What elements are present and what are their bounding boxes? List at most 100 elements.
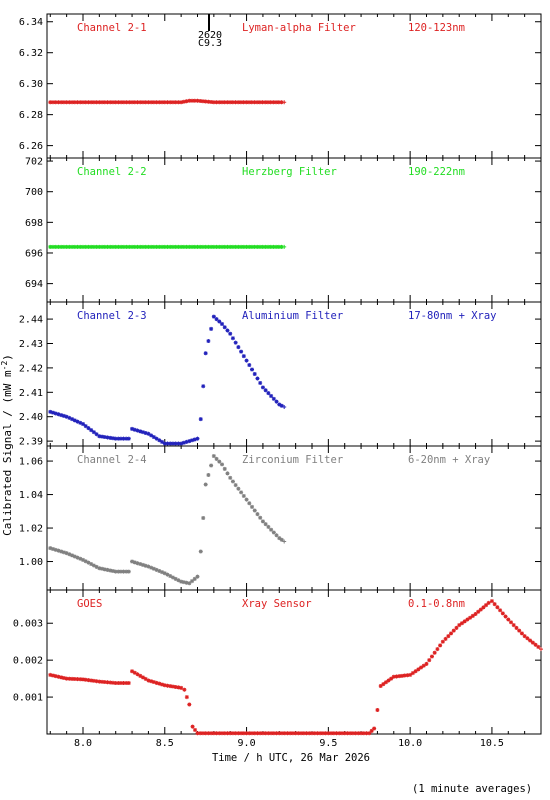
data-point [56, 244, 61, 249]
data-point [75, 419, 80, 424]
data-point [449, 631, 454, 636]
data-point [50, 244, 55, 249]
data-point [170, 100, 175, 105]
data-point [263, 522, 268, 527]
data-point [247, 100, 252, 105]
data-point [70, 417, 75, 422]
data-point [154, 436, 159, 441]
data-point [108, 435, 113, 440]
data-point [157, 569, 162, 574]
data-point [230, 100, 235, 105]
data-point [138, 429, 143, 434]
data-point [536, 644, 541, 649]
data-point [378, 684, 383, 688]
data-point [91, 244, 96, 249]
data-point [121, 244, 126, 249]
data-point [359, 731, 364, 736]
data-point [250, 367, 255, 372]
data-point [135, 672, 140, 677]
data-point [299, 731, 304, 736]
data-point [217, 244, 222, 249]
y-tick-label: 2.43 [19, 339, 43, 350]
data-point [514, 625, 519, 630]
data-point [258, 515, 263, 520]
data-point [266, 244, 271, 249]
data-point [108, 100, 113, 105]
data-point [451, 628, 456, 633]
panel-frame [46, 589, 542, 735]
panel-frame [46, 445, 542, 591]
data-point [465, 617, 470, 622]
data-point [59, 549, 64, 554]
panel-label-left: Channel 2-2 [77, 166, 147, 178]
data-point [105, 435, 110, 440]
data-point [86, 100, 91, 105]
data-point [53, 244, 58, 249]
data-point [222, 100, 227, 105]
data-point [176, 244, 181, 249]
data-point [151, 244, 156, 249]
data-point [143, 100, 148, 105]
data-point [110, 680, 115, 685]
data-point [274, 731, 279, 736]
data-point [225, 471, 230, 476]
data-point [119, 100, 124, 105]
data-point [266, 391, 271, 396]
data-point [274, 399, 279, 404]
data-point [181, 244, 186, 249]
y-tick-label: 6.34 [19, 17, 43, 28]
data-point [89, 562, 94, 567]
data-point [280, 731, 285, 736]
data-point [195, 98, 200, 103]
panel-label-left: Channel 2-3 [77, 310, 147, 322]
data-point [408, 672, 413, 677]
data-point [462, 619, 467, 624]
data-point [121, 569, 126, 574]
data-point [222, 731, 227, 736]
data-point [100, 244, 105, 249]
data-point [187, 98, 192, 103]
data-point [176, 441, 181, 446]
data-point [138, 562, 143, 567]
data-point [209, 326, 214, 331]
data-point [389, 676, 394, 681]
data-point [170, 684, 175, 689]
data-point [260, 385, 265, 390]
x-tick-labels: 8.0 8.5 9.0 9.5 10.0 10.5 [74, 738, 504, 749]
data-point [244, 100, 249, 105]
data-point [165, 100, 170, 105]
data-point [476, 609, 481, 614]
data-point [290, 731, 295, 736]
data-point [61, 100, 66, 105]
data-point [91, 563, 96, 568]
data-point [225, 100, 230, 105]
data-point [271, 396, 276, 401]
data-point [162, 683, 167, 688]
data-point [206, 99, 211, 104]
data-point [239, 490, 244, 495]
data-point [83, 424, 88, 429]
panel-frame [46, 13, 542, 159]
y-tick-label: 2.39 [19, 437, 43, 448]
data-point [220, 244, 225, 249]
data-point [309, 731, 314, 736]
data-point [179, 685, 184, 690]
data-point [184, 580, 189, 585]
data-point [135, 561, 140, 566]
data-point [394, 674, 399, 679]
data-point [268, 100, 273, 105]
data-point [170, 441, 175, 446]
data-point [86, 426, 91, 431]
data-point [143, 244, 148, 249]
x-axis-label: Time / h UTC, 26 Mar 2026 [212, 752, 370, 764]
data-point [86, 560, 91, 565]
data-point [533, 642, 538, 647]
data-point [206, 244, 211, 249]
data-point [220, 462, 225, 467]
data-point [181, 440, 186, 445]
data-point [132, 100, 137, 105]
data-point [276, 100, 281, 105]
data-point [397, 674, 402, 679]
panel-label-right: 190-222nm [408, 166, 465, 178]
panel-label-left: GOES [77, 598, 102, 610]
